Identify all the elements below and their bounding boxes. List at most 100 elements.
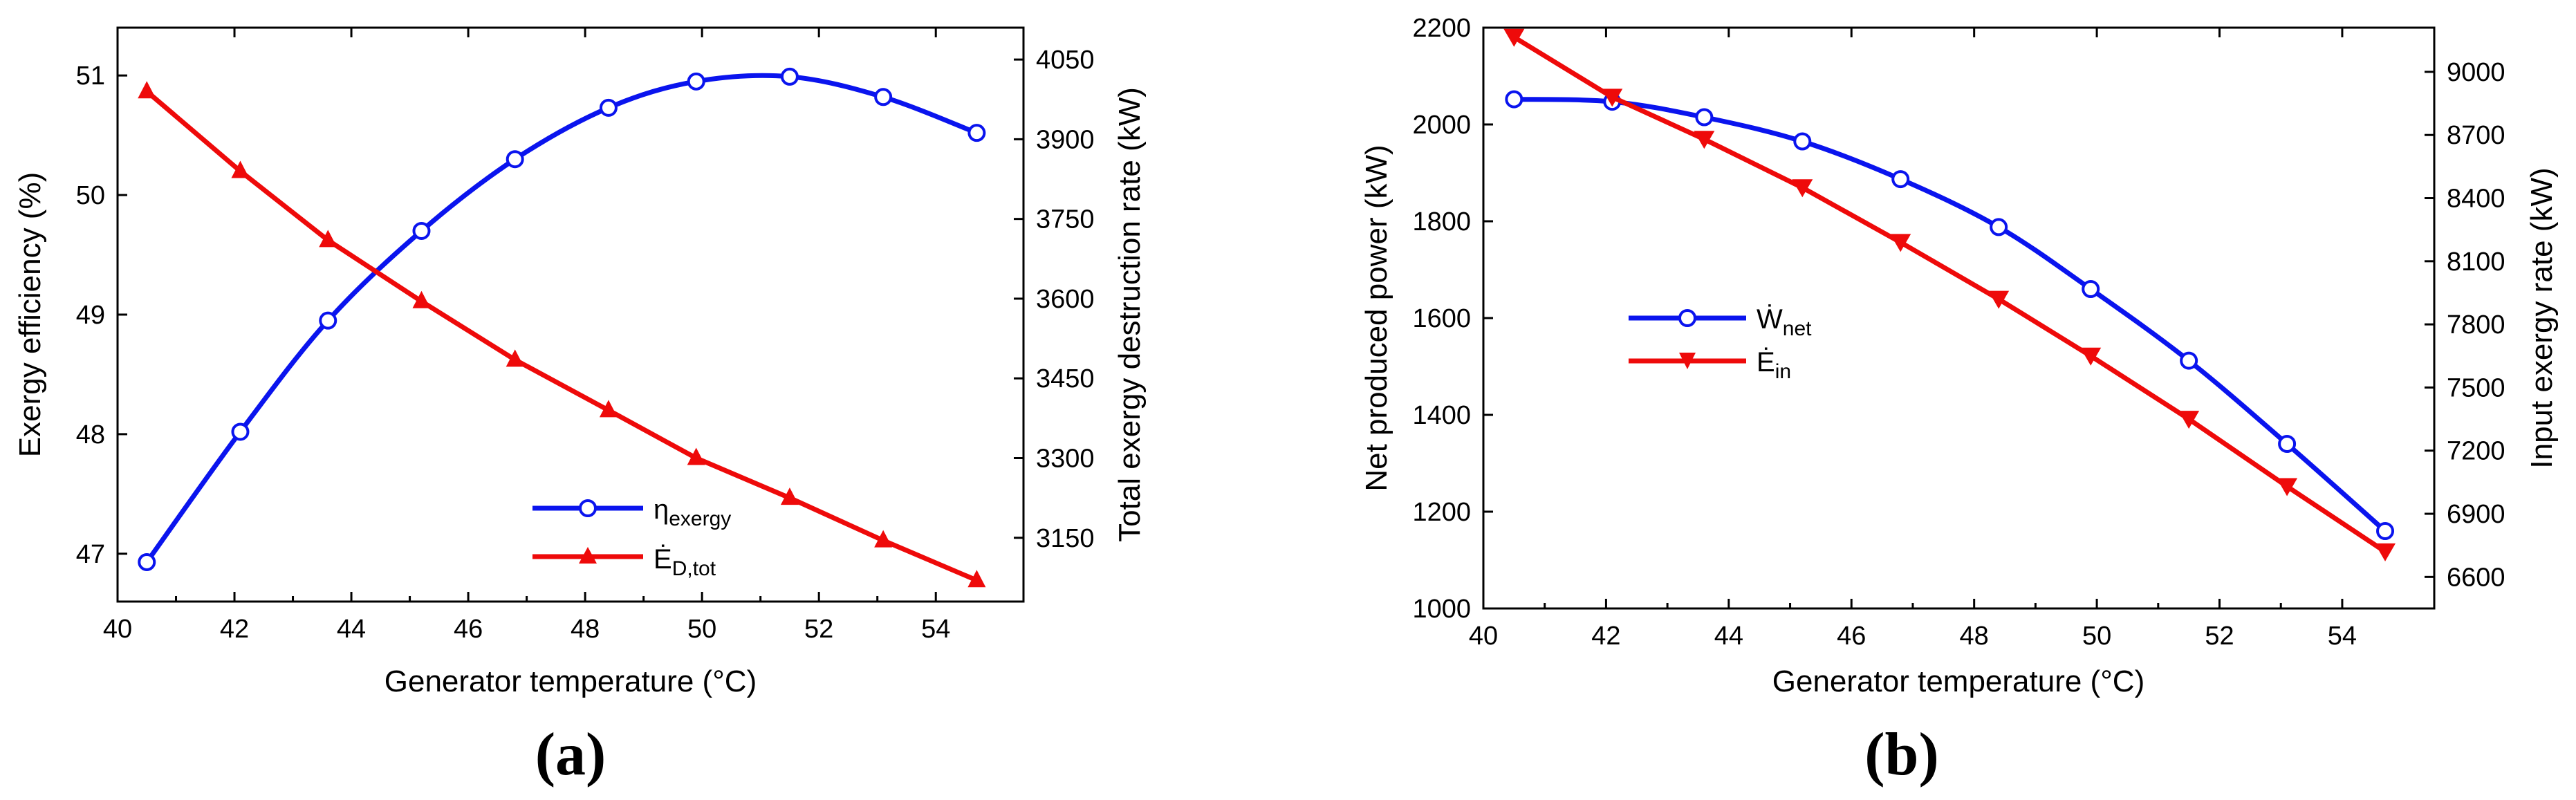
legend-marker-eta — [579, 499, 597, 517]
data-point-net — [1505, 90, 1523, 109]
x-tick-label: 50 — [2082, 622, 2111, 651]
data-point-net — [2376, 522, 2395, 540]
plot-frame-b — [1482, 26, 2436, 610]
x-tick-label: 42 — [220, 615, 249, 644]
y-left-tick-label: 2000 — [1412, 111, 1471, 140]
data-point-D,tot — [874, 530, 893, 548]
legend-marker-ein — [1679, 353, 1696, 369]
y-axis-right-a: 3150 3300 3450 3600 3750 3900 4050 — [1014, 46, 1095, 553]
x-tick-label: 52 — [2205, 622, 2234, 651]
data-point-in — [2277, 478, 2298, 496]
data-point-exergy — [231, 422, 250, 441]
y-right-tick-label: 7200 — [2447, 437, 2505, 466]
x-tick-label: 48 — [571, 615, 600, 644]
y-axis-right-title-a: Total exergy destruction rate (kW) — [1113, 87, 1147, 542]
x-tick-label: 44 — [337, 615, 366, 644]
y-left-tick-label: 50 — [76, 181, 105, 210]
data-point-net — [2082, 280, 2100, 298]
panel-label-b: (b) — [1864, 721, 1939, 788]
data-point-D,tot — [687, 447, 705, 465]
y-right-tick-label: 8100 — [2447, 248, 2505, 277]
y-right-tick-label: 7800 — [2447, 310, 2505, 339]
y-right-tick-label: 3600 — [1036, 285, 1095, 314]
data-point-in — [1792, 179, 1813, 198]
y-right-tick-label: 9000 — [2447, 58, 2505, 87]
legend-label-eta: ηexergy — [654, 494, 731, 530]
y-right-tick-label: 6600 — [2447, 563, 2505, 592]
y-right-tick-label: 7500 — [2447, 373, 2505, 402]
data-point-D,tot — [506, 349, 524, 367]
data-point-net — [1695, 108, 1714, 127]
y-left-tick-label: 2200 — [1412, 14, 1471, 43]
data-point-D,tot — [138, 81, 156, 99]
x-tick-label: 54 — [921, 615, 950, 644]
data-point-D,tot — [412, 290, 431, 308]
series-group-a — [138, 67, 986, 588]
x-axis-a: 40 42 44 46 48 50 52 54 — [103, 28, 950, 644]
x-tick-label: 54 — [2328, 622, 2357, 651]
y-left-tick-label: 1800 — [1412, 207, 1471, 236]
y-right-tick-label: 3300 — [1036, 445, 1095, 474]
data-point-exergy — [506, 150, 524, 169]
data-point-in — [1503, 28, 1525, 47]
series-group-b — [1503, 28, 2396, 561]
plot-frame-a — [116, 26, 1025, 603]
series-line-in — [1512, 35, 2387, 554]
y-right-tick-label: 8400 — [2447, 185, 2505, 214]
legend-marker-wnet — [1678, 309, 1696, 327]
y-left-tick-label: 1000 — [1412, 595, 1471, 624]
y-right-tick-label: 6900 — [2447, 500, 2505, 529]
data-point-in — [2375, 543, 2396, 561]
y-left-tick-label: 1200 — [1412, 498, 1471, 527]
data-point-exergy — [138, 552, 156, 571]
data-point-exergy — [967, 124, 986, 142]
data-point-exergy — [874, 88, 893, 106]
x-tick-label: 40 — [103, 615, 132, 644]
data-point-in — [2178, 411, 2200, 429]
y-left-tick-label: 1400 — [1412, 401, 1471, 430]
data-point-D,tot — [599, 400, 618, 418]
data-point-in — [1694, 131, 1715, 149]
data-point-exergy — [599, 98, 618, 117]
data-point-exergy — [780, 67, 799, 86]
y-left-tick-label: 49 — [76, 301, 105, 330]
legend-marker-ed — [579, 547, 597, 564]
legend-label-ed: ĖD,tot — [654, 543, 716, 580]
y-axis-right-b: 6600 6900 7200 7500 7800 8100 8400 8700 9000 — [2425, 58, 2505, 592]
chart-panel-a: 40 42 44 46 48 50 52 54 47 48 49 50 51 3150 3300 3450… — [13, 26, 1147, 788]
data-point-D,tot — [319, 230, 337, 248]
data-point-exergy — [687, 72, 705, 91]
series-line-D,tot — [145, 89, 978, 583]
x-tick-label: 46 — [454, 615, 483, 644]
y-left-tick-label: 51 — [76, 62, 105, 91]
y-axis-left-title-a: Exergy efficiency (%) — [13, 172, 47, 457]
y-left-tick-label: 1600 — [1412, 304, 1471, 333]
data-point-in — [1890, 234, 1911, 252]
data-point-net — [1891, 170, 1910, 189]
legend-label-wnet: Ẇnet — [1757, 304, 1812, 340]
panel-label-a: (a) — [535, 721, 606, 788]
legend-b: Ẇnet Ėin — [1629, 304, 1812, 383]
x-tick-label: 48 — [1960, 622, 1989, 651]
legend-a: ηexergy ĖD,tot — [532, 494, 731, 580]
chart-panel-b: 40 42 44 46 48 50 52 54 1000 1200 1400 1600 1800 200… — [1360, 14, 2559, 788]
data-point-D,tot — [967, 570, 986, 588]
x-axis-title-a: Generator temperature (°C) — [384, 664, 757, 698]
y-right-tick-label: 3450 — [1036, 364, 1095, 393]
y-left-tick-label: 48 — [76, 420, 105, 449]
y-axis-right-title-b: Input exergy rate (kW) — [2525, 167, 2559, 468]
y-right-tick-label: 3750 — [1036, 205, 1095, 234]
x-axis-title-b: Generator temperature (°C) — [1772, 664, 2144, 698]
data-point-net — [2278, 435, 2297, 453]
series-line-net — [1514, 97, 2387, 533]
y-right-tick-label: 3150 — [1036, 524, 1095, 553]
x-tick-label: 50 — [687, 615, 716, 644]
data-point-net — [1990, 218, 2008, 236]
x-tick-label: 52 — [804, 615, 833, 644]
data-point-net — [2180, 351, 2198, 370]
y-axis-left-title-b: Net produced power (kW) — [1360, 145, 1393, 491]
y-left-tick-label: 47 — [76, 540, 105, 569]
data-point-exergy — [319, 311, 337, 330]
y-axis-left-a: 47 48 49 50 51 — [76, 62, 127, 569]
